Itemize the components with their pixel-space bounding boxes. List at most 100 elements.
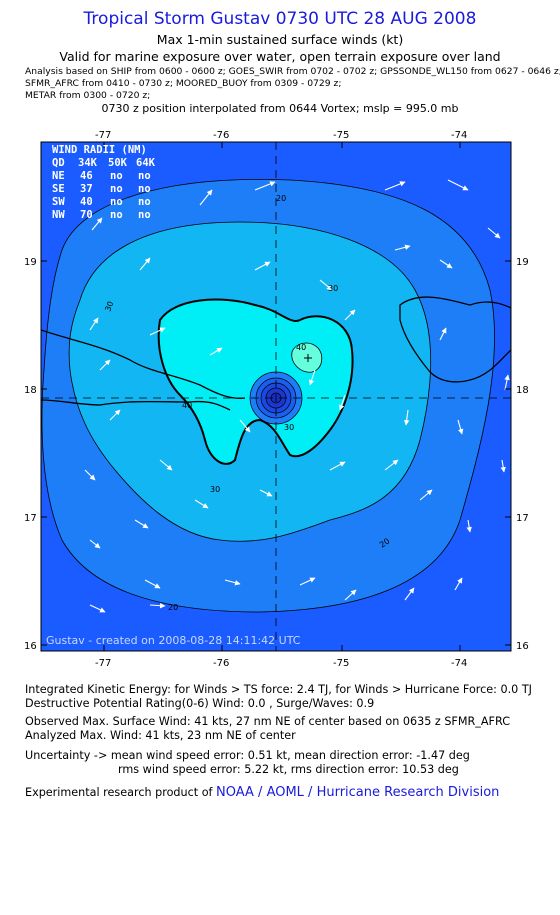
wind-vector	[466, 519, 472, 533]
wind-vector	[447, 179, 469, 191]
wind-vector	[91, 217, 103, 231]
analysis-line: METAR from 0300 - 0720 z;	[25, 90, 151, 101]
contour-label: 30	[328, 284, 338, 293]
wind-radii-cell: QD	[52, 157, 65, 169]
wind-radii-cell: 37	[80, 183, 93, 195]
contour-label: 30	[284, 423, 294, 432]
wind-vector	[149, 327, 166, 336]
wind-radii-cell: SW	[52, 196, 65, 208]
wind-vector	[504, 374, 510, 391]
position-note: 0730 z position interpolated from 0644 V…	[101, 102, 459, 115]
wind-vector	[344, 309, 356, 321]
wind-contours	[41, 142, 511, 651]
wind-radii-cell: NE	[52, 170, 65, 182]
wind-radii-cell: 50K	[108, 157, 128, 169]
wind-vector	[99, 359, 111, 371]
product-line: Experimental research product of NOAA / …	[25, 786, 499, 800]
wind-vector	[439, 327, 447, 341]
wind-radii-cell: 34K	[78, 157, 98, 169]
wind-vector	[209, 347, 223, 356]
wind-radii-cell: no	[138, 183, 151, 195]
uncertainty-line: Uncertainty -> mean wind speed error: 0.…	[25, 749, 470, 762]
wind-vector	[384, 181, 406, 191]
wind-radii-cell: 64K	[136, 157, 156, 169]
wind-vector	[224, 579, 241, 586]
org-link[interactable]: NOAA / AOML / Hurricane Research Divisio…	[216, 785, 500, 800]
lon-tick-label-bottom: -76	[213, 658, 229, 669]
analysis-line: SFMR_AFRC from 0410 - 0730 z; MOORED_BUO…	[25, 78, 342, 89]
wind-vector	[134, 519, 149, 529]
map-frame	[40, 141, 512, 652]
lon-tick-label-top: -74	[451, 130, 467, 141]
contour-label: 40	[296, 343, 306, 352]
wind-vector	[308, 369, 316, 386]
wind-radii-cell: no	[110, 196, 123, 208]
wind-vector	[344, 589, 357, 601]
lon-tick-label-bottom: -74	[451, 658, 467, 669]
lat-tick-label-left: 17	[24, 513, 37, 524]
wind-vector	[403, 409, 410, 426]
wind-vector	[457, 419, 464, 435]
coastline-hispaniola	[399, 296, 511, 383]
wind-vector	[487, 227, 501, 239]
wind-vector	[259, 489, 273, 497]
wind-radii-table: WIND RADII (NM) QD 34K 50K 64K NE 46 no noS…	[52, 144, 156, 221]
wind-vector	[239, 419, 251, 433]
wind-vector	[149, 602, 166, 609]
wind-vector	[199, 189, 213, 206]
uncertainty-rms-line: rms wind speed error: 5.22 kt, rms direc…	[118, 763, 459, 776]
lat-tick-label-right: 16	[516, 641, 529, 652]
axis-ticks: -77 -77 -76 -76 -75 -75 -74 -74 19 19 18 18 17 17 16 16	[24, 130, 529, 669]
contour-label: 40	[182, 401, 192, 410]
wind-vector	[439, 259, 453, 269]
credit-line: Gustav - created on 2008-08-28 14:11:42 …	[46, 634, 301, 647]
lon-tick-label-top: -75	[333, 130, 349, 141]
lat-tick-label-left: 18	[24, 385, 37, 396]
wind-vector	[329, 461, 346, 471]
contour-label: 20	[168, 603, 178, 612]
wind-vector	[419, 489, 433, 501]
contour-label: 20	[276, 194, 286, 203]
wind-radii-cell: no	[110, 209, 123, 221]
wind-vector	[159, 459, 173, 471]
lon-tick-label-top: -77	[95, 130, 111, 141]
lon-tick-label-top: -76	[213, 130, 229, 141]
wind-radii-cell: 46	[80, 170, 93, 182]
wind-vector	[139, 257, 151, 271]
wind-vector	[299, 577, 316, 586]
lat-tick-label-left: 16	[24, 641, 37, 652]
wind-vector	[89, 317, 99, 331]
wind-vector	[144, 579, 161, 589]
lat-tick-label-right: 18	[516, 385, 529, 396]
wind-vector	[89, 604, 106, 613]
wind-vector	[254, 261, 271, 271]
lat-tick-label-right: 17	[516, 513, 529, 524]
wind-vector	[338, 394, 346, 411]
map-title: Tropical Storm Gustav 0730 UTC 28 AUG 20…	[83, 9, 477, 29]
wind-radii-cell: NW	[52, 209, 65, 221]
analysis-line: Analysis based on SHIP from 0600 - 0600 …	[25, 66, 560, 77]
lat-tick-label-left: 19	[24, 257, 37, 268]
wind-vector	[394, 244, 411, 251]
wind-radii-cell: no	[138, 196, 151, 208]
wind-radii-cell: SE	[52, 183, 65, 195]
wind-vector	[454, 577, 463, 591]
lon-tick-label-bottom: -77	[95, 658, 111, 669]
wind-vector	[109, 409, 121, 421]
wind-radii-cell: no	[110, 170, 123, 182]
wind-radii-cell: 70	[80, 209, 93, 221]
ike-line: Integrated Kinetic Energy: for Winds > T…	[25, 683, 532, 696]
contour-label: 30	[210, 485, 220, 494]
wind-vector	[500, 459, 506, 473]
wind-radii-cell: no	[138, 170, 151, 182]
map-subtitle: Max 1-min sustained surface winds (kt)	[156, 32, 404, 47]
analyzed-wind-line: Analyzed Max. Wind: 41 kts, 23 nm NE of …	[25, 729, 296, 742]
wind-radii-title: WIND RADII (NM)	[52, 144, 147, 156]
wind-vector	[254, 181, 276, 191]
lat-tick-label-right: 19	[516, 257, 529, 268]
wind-radii-cell: no	[110, 183, 123, 195]
dpr-line: Destructive Potential Rating(0-6) Wind: …	[25, 697, 375, 710]
product-text: Experimental research product of	[25, 786, 213, 799]
wind-vector	[404, 587, 415, 601]
